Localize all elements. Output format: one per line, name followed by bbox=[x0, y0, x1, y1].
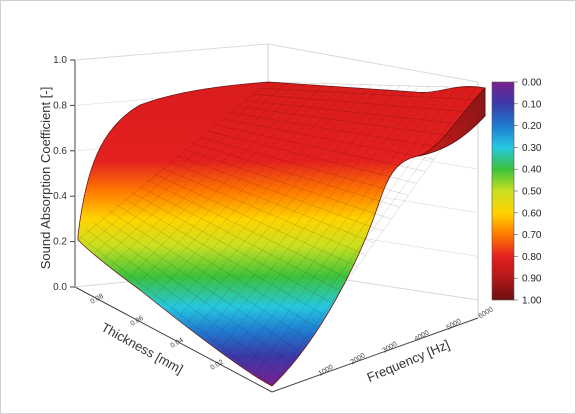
z-tick-label: 1.0 bbox=[53, 55, 67, 66]
surface-main bbox=[77, 81, 486, 387]
colorbar-label: 0.70 bbox=[522, 230, 542, 241]
z-tick-label: 0.4 bbox=[53, 191, 67, 202]
colorbar-label: 0.10 bbox=[522, 99, 542, 110]
mesh-line bbox=[260, 87, 477, 101]
z-tick-label: 0.2 bbox=[53, 237, 67, 248]
colorbar-label: 0.00 bbox=[522, 78, 542, 89]
colorbar-label: 0.20 bbox=[522, 121, 542, 132]
mesh-line bbox=[162, 84, 363, 304]
mesh-line bbox=[222, 118, 434, 160]
mesh-line bbox=[221, 86, 429, 349]
colorbar-label: 0.50 bbox=[522, 187, 542, 198]
mesh-line bbox=[254, 87, 467, 374]
mesh-line bbox=[204, 85, 410, 336]
mesh-line bbox=[184, 149, 392, 220]
frequency-tick-label: 1000 bbox=[318, 364, 335, 378]
mesh-line bbox=[237, 106, 451, 136]
mesh-line bbox=[111, 82, 306, 266]
mesh-line bbox=[187, 85, 391, 323]
mesh-line bbox=[238, 86, 448, 361]
mesh-line bbox=[145, 83, 344, 291]
mesh-line bbox=[100, 216, 298, 351]
mesh-line bbox=[169, 161, 375, 244]
mesh-line bbox=[252, 93, 468, 113]
mesh-line bbox=[214, 124, 426, 172]
mesh-line bbox=[195, 85, 401, 330]
mesh-line bbox=[153, 84, 354, 298]
mesh-line bbox=[146, 179, 349, 279]
colorbar-label: 0.80 bbox=[522, 252, 542, 263]
z-axis-label: Sound Absorption Coefficient [-] bbox=[38, 87, 53, 270]
mesh-line bbox=[77, 234, 273, 387]
mesh-line bbox=[93, 222, 290, 363]
thickness-tick-label: 0.02 bbox=[210, 359, 225, 372]
mesh-line bbox=[103, 82, 297, 260]
mesh-line bbox=[212, 86, 420, 342]
colorbar-gradient bbox=[491, 81, 515, 301]
mesh-line bbox=[128, 83, 325, 279]
frequency-tick-label: 4000 bbox=[414, 329, 431, 343]
thickness-tick-label: 0.08 bbox=[90, 293, 105, 306]
colorbar-label: 1.00 bbox=[522, 296, 542, 307]
mesh-line bbox=[191, 142, 400, 208]
mesh-line bbox=[263, 87, 476, 380]
mesh-line bbox=[77, 81, 269, 241]
mesh-line bbox=[136, 83, 335, 285]
colorbar-label: 0.30 bbox=[522, 143, 542, 154]
mesh-line bbox=[229, 86, 439, 355]
colorbar-label: 0.40 bbox=[522, 165, 542, 176]
surface-plot bbox=[77, 81, 486, 387]
colorbar-labels: 0.00 0.10 0.20 0.30 0.40 0.50 0.60 0.70 0.80 0.90… bbox=[514, 78, 542, 307]
colorbar-label: 0.60 bbox=[522, 208, 542, 219]
mesh-line bbox=[86, 82, 278, 247]
z-gridline bbox=[267, 43, 479, 83]
mesh-line bbox=[115, 204, 315, 327]
frequency-tick-label: 2000 bbox=[350, 352, 367, 366]
z-tick-labels: 1.0 0.8 0.6 0.4 0.2 0.0 bbox=[53, 55, 75, 293]
mesh-line bbox=[207, 130, 417, 184]
frequency-tick-label: 6000 bbox=[478, 306, 495, 320]
z-tick-label: 0.0 bbox=[53, 282, 67, 293]
mesh-line bbox=[161, 167, 366, 256]
surface-peak bbox=[417, 87, 486, 157]
mesh-line bbox=[85, 228, 281, 375]
z-tick-label: 0.8 bbox=[53, 100, 67, 111]
mesh-line bbox=[123, 198, 324, 315]
z-gridline bbox=[74, 43, 269, 61]
x-axis-label: Frequency [Hz] bbox=[365, 337, 452, 385]
mesh-line bbox=[176, 155, 383, 232]
colorbar-label: 0.90 bbox=[522, 274, 542, 285]
mesh-line bbox=[120, 83, 316, 272]
mesh-line bbox=[170, 84, 372, 310]
frequency-tick-label: 3000 bbox=[382, 341, 399, 355]
mesh-line bbox=[153, 173, 358, 268]
frequency-tick-label: 5000 bbox=[446, 318, 463, 332]
mesh-line bbox=[271, 87, 486, 387]
mesh-line bbox=[229, 112, 443, 148]
mesh-line bbox=[131, 191, 332, 303]
mesh-line bbox=[138, 185, 341, 291]
mesh-line bbox=[199, 136, 409, 196]
mesh-line bbox=[246, 87, 457, 368]
mesh-line bbox=[108, 210, 307, 339]
mesh-line bbox=[179, 84, 382, 317]
mesh-line bbox=[94, 82, 288, 253]
z-tick-label: 0.6 bbox=[53, 146, 67, 157]
mesh-line bbox=[245, 100, 460, 125]
mesh-line bbox=[267, 81, 486, 89]
colorbar: 0.00 0.10 0.20 0.30 0.40 0.50 0.60 0.70 0.80 0.90… bbox=[491, 78, 542, 307]
